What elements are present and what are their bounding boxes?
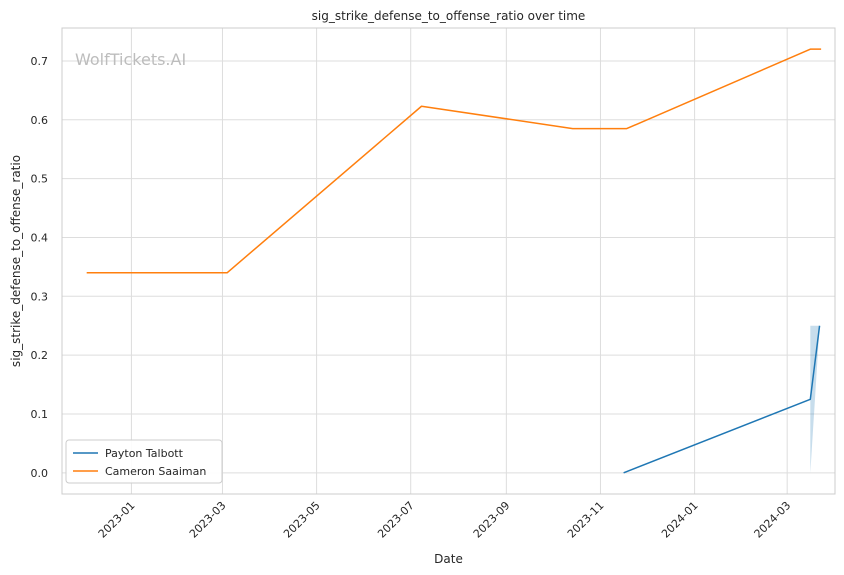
chart-title: sig_strike_defense_to_offense_ratio over…	[312, 9, 586, 23]
y-tick-label: 0.0	[31, 467, 49, 480]
plot-area	[62, 28, 835, 494]
x-tick-label: 2023-09	[471, 499, 513, 541]
legend-label: Payton Talbott	[105, 447, 184, 460]
x-tick-label: 2023-01	[96, 499, 138, 541]
watermark: WolfTickets.AI	[75, 50, 186, 69]
x-tick-label: 2023-11	[565, 499, 607, 541]
y-tick-label: 0.5	[31, 173, 49, 186]
y-tick-label: 0.6	[31, 114, 49, 127]
legend: Payton Talbott Cameron Saaiman	[65, 439, 223, 484]
confidence-bands	[810, 325, 820, 473]
y-tick-label: 0.7	[31, 55, 49, 68]
x-tick-label: 2023-07	[375, 499, 417, 541]
x-tick-label: 2023-05	[281, 499, 323, 541]
y-tick-label: 0.2	[31, 349, 49, 362]
series-lines	[86, 48, 822, 474]
x-axis-label: Date	[434, 552, 463, 566]
legend-label: Cameron Saaiman	[105, 465, 206, 478]
grid-lines	[62, 28, 835, 494]
legend-box	[65, 439, 223, 484]
y-axis-label: sig_strike_defense_to_offense_ratio	[9, 155, 23, 367]
x-tick-label: 2024-03	[752, 499, 794, 541]
series-line	[623, 325, 821, 474]
x-tick-labels: 2023-01 2023-03 2023-05 2023-07 2023-09 2023-…	[96, 499, 793, 541]
plot-frame	[61, 27, 836, 495]
y-tick-label: 0.3	[31, 290, 49, 303]
x-tick-label: 2023-03	[187, 499, 229, 541]
y-tick-label: 0.1	[31, 408, 49, 421]
series-line	[86, 48, 822, 274]
x-tick-label: 2024-01	[659, 499, 701, 541]
y-tick-labels: 0.0 0.1 0.2 0.3 0.4 0.5 0.6 0.7	[31, 55, 49, 480]
y-tick-label: 0.4	[31, 231, 49, 244]
confidence-band	[810, 325, 820, 473]
